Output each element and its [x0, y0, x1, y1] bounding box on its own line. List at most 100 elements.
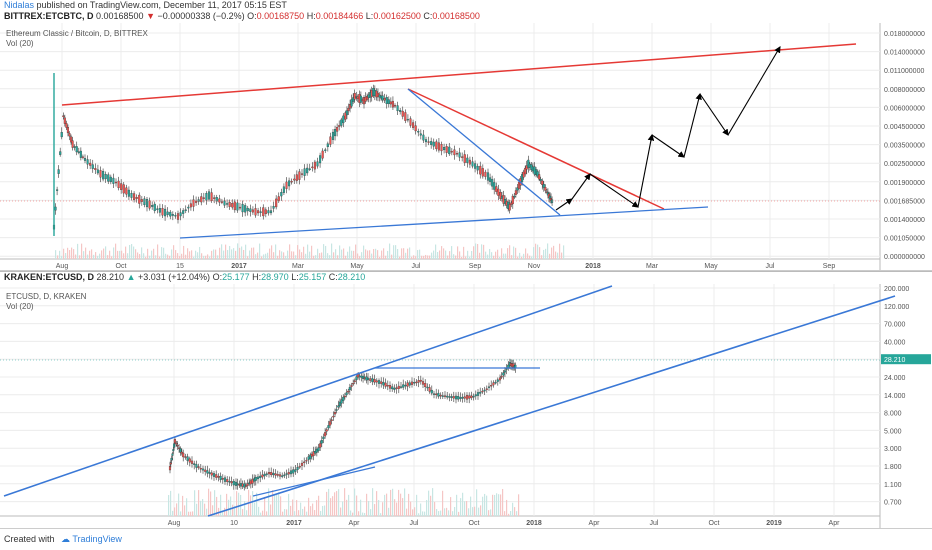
volume-bar — [239, 247, 241, 259]
x-tick-label: Sep — [823, 263, 836, 270]
descending-red-trendline — [407, 88, 665, 210]
candle-body — [327, 425, 330, 429]
candle-body — [259, 475, 262, 478]
volume-bar — [402, 498, 404, 516]
volume-bar — [220, 494, 222, 516]
volume-bar — [129, 244, 131, 259]
y-tick-label: 0.002500000 — [884, 161, 925, 168]
volume-bar — [478, 507, 480, 516]
volume-bar — [212, 505, 214, 516]
forecast-arrow — [727, 46, 781, 136]
volume-bar — [363, 245, 365, 259]
candle-body — [193, 463, 196, 465]
candle-body — [476, 165, 479, 171]
y-tick-label: 24.000 — [884, 375, 906, 382]
volume-bar — [460, 498, 462, 516]
volume-bar — [398, 489, 400, 516]
candle-body — [448, 146, 451, 155]
x-tick-label: Mar — [646, 263, 659, 270]
volume-bar — [313, 255, 315, 259]
bottom-ticker[interactable]: KRAKEN:ETCUSD, D — [4, 272, 94, 282]
volume-bar — [382, 502, 384, 516]
candle-body — [427, 141, 430, 143]
candle-body — [264, 209, 267, 215]
volume-bar — [350, 510, 352, 516]
volume-bar — [439, 250, 441, 259]
y-tick-label: 0.700 — [884, 500, 902, 507]
etcusd-pane[interactable]: 200.000 120.000 70.000 40.000 28.210 24.000 14… — [0, 284, 932, 529]
candle-body — [104, 174, 107, 180]
candle-body — [316, 161, 319, 167]
volume-bar — [305, 253, 307, 259]
volume-bar — [361, 252, 363, 259]
volume-bar — [201, 253, 203, 259]
volume-bar — [105, 246, 107, 259]
bottom-change-icon: ▲ — [126, 272, 136, 282]
volume-bar — [67, 247, 69, 259]
candle-body — [148, 200, 151, 209]
volume-bar — [266, 511, 268, 516]
top-open: 0.00168750 — [256, 11, 305, 21]
volume-bar — [517, 256, 519, 259]
volume-bar — [388, 507, 390, 516]
candle-body — [267, 210, 270, 214]
volume-bar — [174, 507, 176, 516]
volume-bar — [328, 488, 330, 516]
top-ticker[interactable]: BITTREX:ETCBTC, D — [4, 11, 94, 21]
volume-bar — [245, 244, 247, 259]
volume-bar — [383, 248, 385, 259]
volume-bar — [167, 254, 169, 259]
volume-bar — [226, 493, 228, 516]
etcbtc-pane[interactable]: 0.018000000 0.014000000 0.011000000 0.00800… — [0, 23, 932, 271]
pane-divider[interactable] — [0, 271, 932, 272]
volume-bar — [513, 246, 515, 259]
candle-body — [375, 380, 378, 383]
candle-body — [300, 462, 304, 466]
volume-bar — [486, 495, 488, 516]
candle-body — [324, 432, 327, 437]
candle-body — [281, 475, 284, 477]
tradingview-logo-icon[interactable]: ☁ — [61, 534, 71, 544]
volume-bar — [141, 247, 143, 259]
candle-body — [459, 397, 462, 399]
etcusd-chart[interactable]: 200.000 120.000 70.000 40.000 28.210 24.000 14… — [0, 284, 932, 528]
volume-bar — [511, 255, 513, 259]
candle-body — [452, 396, 455, 399]
y-tick-label: 0.001400000 — [884, 217, 925, 224]
candle-body — [500, 376, 503, 378]
volume-bar — [113, 247, 115, 259]
volume-bar — [499, 256, 501, 259]
candle-body — [435, 141, 438, 150]
volume-bar — [261, 256, 263, 259]
volume-bar — [452, 511, 454, 516]
volume-bar — [168, 495, 170, 516]
candle-body — [86, 159, 89, 165]
candle-body — [169, 211, 172, 217]
volume-bar — [272, 490, 274, 516]
candle-body — [276, 474, 279, 476]
volume-bar — [186, 498, 188, 516]
volume-bar — [360, 499, 362, 516]
volume-bar — [200, 500, 202, 516]
candle-body — [102, 171, 105, 180]
candle-body — [443, 395, 447, 397]
candle-body — [287, 472, 290, 475]
candle-body — [321, 150, 324, 159]
volume-bar — [229, 245, 231, 259]
author-link[interactable]: Nidalas — [4, 0, 35, 10]
candle-body — [463, 154, 466, 163]
volume-bar — [334, 492, 336, 516]
candle-body — [218, 198, 221, 203]
volume-bar — [325, 245, 327, 259]
candle-body — [182, 452, 185, 458]
etcbtc-chart[interactable]: 0.018000000 0.014000000 0.011000000 0.00800… — [0, 23, 932, 270]
footer-brand[interactable]: TradingView — [72, 534, 122, 544]
volume-bar — [472, 507, 474, 516]
volume-bar — [406, 508, 408, 516]
volume-bar — [413, 255, 415, 259]
candle-body — [342, 115, 345, 124]
volume-bar — [125, 246, 127, 259]
volume-bar — [332, 496, 334, 516]
volume-bar — [216, 496, 218, 516]
volume-bar — [344, 488, 346, 516]
